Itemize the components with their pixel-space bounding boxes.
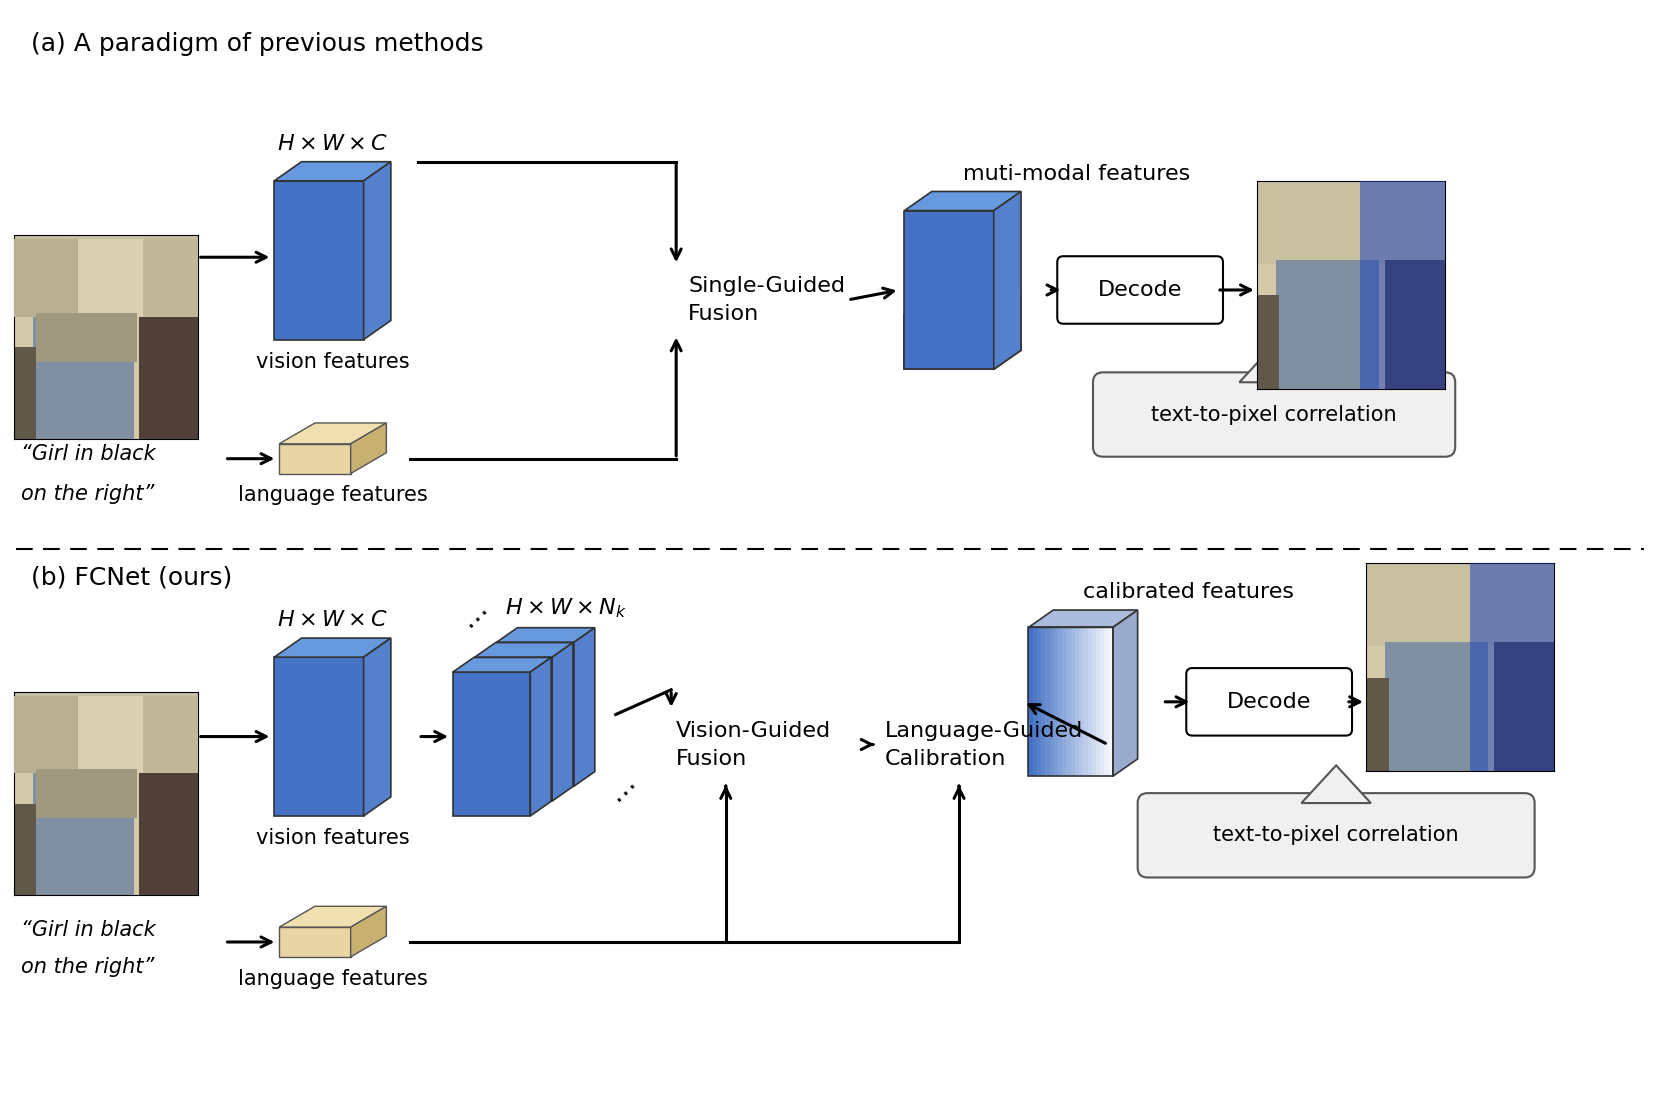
- Polygon shape: [1062, 627, 1067, 776]
- Polygon shape: [1066, 627, 1071, 776]
- Polygon shape: [1079, 627, 1084, 776]
- Polygon shape: [1049, 627, 1054, 776]
- Polygon shape: [274, 181, 364, 339]
- Text: text-to-pixel correlation: text-to-pixel correlation: [1213, 826, 1459, 845]
- Polygon shape: [496, 628, 594, 642]
- Text: vision features: vision features: [256, 828, 410, 848]
- FancyBboxPatch shape: [1187, 668, 1351, 736]
- Polygon shape: [1109, 627, 1114, 776]
- Text: (b) FCNet (ours): (b) FCNet (ours): [32, 565, 232, 590]
- Text: Decode: Decode: [1097, 280, 1182, 300]
- Polygon shape: [453, 658, 551, 672]
- Polygon shape: [1054, 627, 1059, 776]
- Polygon shape: [1033, 627, 1038, 776]
- Polygon shape: [274, 638, 390, 658]
- FancyBboxPatch shape: [1092, 372, 1456, 457]
- Text: Decode: Decode: [1227, 692, 1311, 712]
- Text: Language-Guided
Calibration: Language-Guided Calibration: [885, 720, 1082, 769]
- Polygon shape: [574, 628, 594, 786]
- Polygon shape: [905, 315, 994, 369]
- Polygon shape: [1038, 627, 1041, 776]
- Polygon shape: [274, 161, 390, 181]
- Polygon shape: [994, 295, 1021, 369]
- Text: $H\times W\times C$: $H\times W\times C$: [277, 610, 388, 630]
- Text: on the right”: on the right”: [22, 956, 154, 977]
- Polygon shape: [1112, 610, 1137, 776]
- Text: $H\times W\times C$: $H\times W\times C$: [277, 134, 388, 154]
- Polygon shape: [1057, 627, 1062, 776]
- Text: Vision-Guided
Fusion: Vision-Guided Fusion: [676, 720, 832, 769]
- Text: muti-modal features: muti-modal features: [963, 164, 1190, 183]
- Polygon shape: [1041, 627, 1046, 776]
- Polygon shape: [496, 642, 574, 786]
- Text: (a) A paradigm of previous methods: (a) A paradigm of previous methods: [32, 32, 483, 56]
- Polygon shape: [475, 658, 553, 802]
- Polygon shape: [364, 161, 390, 339]
- Polygon shape: [1029, 610, 1137, 627]
- Text: ⋯: ⋯: [606, 772, 646, 811]
- Text: Single-Guided
Fusion: Single-Guided Fusion: [689, 276, 845, 324]
- Polygon shape: [1104, 627, 1109, 776]
- Polygon shape: [274, 658, 364, 816]
- Polygon shape: [279, 423, 387, 444]
- Polygon shape: [475, 642, 573, 658]
- Polygon shape: [279, 906, 387, 927]
- Polygon shape: [1101, 627, 1106, 776]
- Polygon shape: [1096, 627, 1101, 776]
- Polygon shape: [1076, 627, 1079, 776]
- Polygon shape: [905, 295, 1021, 315]
- Text: ⋯: ⋯: [458, 598, 498, 638]
- Polygon shape: [350, 906, 387, 956]
- FancyBboxPatch shape: [1057, 256, 1223, 324]
- Text: “Girl in black: “Girl in black: [22, 920, 156, 940]
- Text: language features: language features: [237, 485, 428, 505]
- Text: text-to-pixel correlation: text-to-pixel correlation: [1152, 404, 1398, 425]
- Text: language features: language features: [237, 968, 428, 989]
- Polygon shape: [364, 638, 390, 816]
- Polygon shape: [350, 423, 387, 473]
- Polygon shape: [905, 211, 994, 369]
- FancyBboxPatch shape: [1137, 793, 1534, 877]
- Polygon shape: [1071, 627, 1076, 776]
- Polygon shape: [279, 927, 350, 956]
- Text: $H\times W\times N_k$: $H\times W\times N_k$: [505, 596, 626, 619]
- Text: “Girl in black: “Girl in black: [22, 444, 156, 463]
- Polygon shape: [279, 444, 350, 473]
- Text: calibrated features: calibrated features: [1082, 582, 1295, 602]
- Polygon shape: [1046, 627, 1051, 776]
- Polygon shape: [905, 191, 1021, 211]
- Polygon shape: [530, 658, 551, 816]
- Polygon shape: [1029, 627, 1033, 776]
- Polygon shape: [1301, 765, 1371, 803]
- Text: vision features: vision features: [256, 351, 410, 371]
- Polygon shape: [1084, 627, 1087, 776]
- Polygon shape: [1087, 627, 1092, 776]
- Polygon shape: [1092, 627, 1097, 776]
- Text: on the right”: on the right”: [22, 483, 154, 504]
- Polygon shape: [453, 672, 530, 816]
- Polygon shape: [1240, 345, 1308, 382]
- Polygon shape: [994, 191, 1021, 369]
- Polygon shape: [553, 642, 573, 802]
